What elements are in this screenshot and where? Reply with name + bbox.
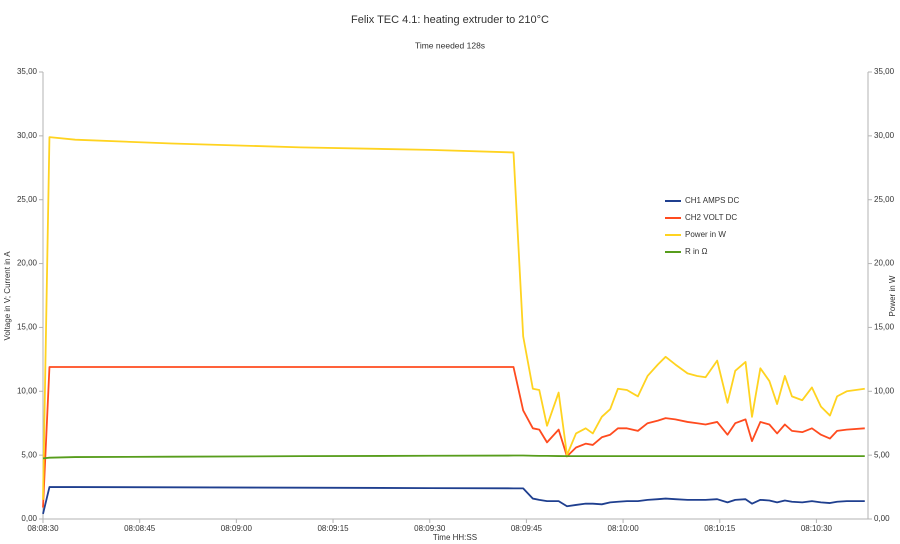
y-tick-label: 5,00 bbox=[21, 450, 37, 459]
x-tick-label: 08:09:00 bbox=[221, 524, 253, 533]
x-tick-label: 08:09:45 bbox=[511, 524, 543, 533]
y-tick-label: 35,00 bbox=[17, 67, 38, 76]
y2-tick-label: 0,00 bbox=[874, 514, 890, 523]
x-axis-label: Time HH:SS bbox=[433, 533, 477, 542]
y-tick-label: 0,00 bbox=[21, 514, 37, 523]
series-line bbox=[42, 366, 865, 508]
y2-tick-label: 5,00 bbox=[874, 450, 890, 459]
series-line bbox=[42, 454, 865, 460]
x-tick-label: 08:10:00 bbox=[608, 524, 640, 533]
y2-tick-label: 25,00 bbox=[874, 195, 895, 204]
y-tick-label: 10,00 bbox=[17, 386, 38, 395]
x-tick-label: 08:08:45 bbox=[124, 524, 156, 533]
series-line bbox=[42, 486, 865, 515]
legend-label: CH2 VOLT DC bbox=[685, 213, 737, 222]
x-tick-label: 08:09:30 bbox=[414, 524, 446, 533]
x-tick-label: 08:09:15 bbox=[317, 524, 349, 533]
x-tick-label: 08:08:30 bbox=[27, 524, 59, 533]
y2-tick-label: 10,00 bbox=[874, 386, 895, 395]
legend-label: Power in W bbox=[685, 230, 726, 239]
y-tick-label: 25,00 bbox=[17, 195, 38, 204]
y-tick-label: 20,00 bbox=[17, 259, 38, 268]
y2-axis-label: Power in W bbox=[888, 275, 897, 316]
y-tick-label: 30,00 bbox=[17, 131, 38, 140]
x-tick-label: 08:10:30 bbox=[801, 524, 833, 533]
y2-tick-label: 35,00 bbox=[874, 67, 895, 76]
chart-title: Felix TEC 4.1: heating extruder to 210°C bbox=[351, 14, 549, 26]
x-tick-label: 08:10:15 bbox=[704, 524, 736, 533]
series-line bbox=[42, 136, 865, 500]
y2-tick-label: 30,00 bbox=[874, 131, 895, 140]
y-tick-label: 15,00 bbox=[17, 323, 38, 332]
legend-label: R in Ω bbox=[685, 247, 707, 256]
y2-tick-label: 20,00 bbox=[874, 259, 895, 268]
legend-label: CH1 AMPS DC bbox=[685, 196, 739, 205]
y2-tick-label: 15,00 bbox=[874, 323, 895, 332]
chart-subtitle: Time needed 128s bbox=[415, 40, 485, 50]
y-axis-label: Voltage in V; Current in A bbox=[3, 251, 12, 341]
